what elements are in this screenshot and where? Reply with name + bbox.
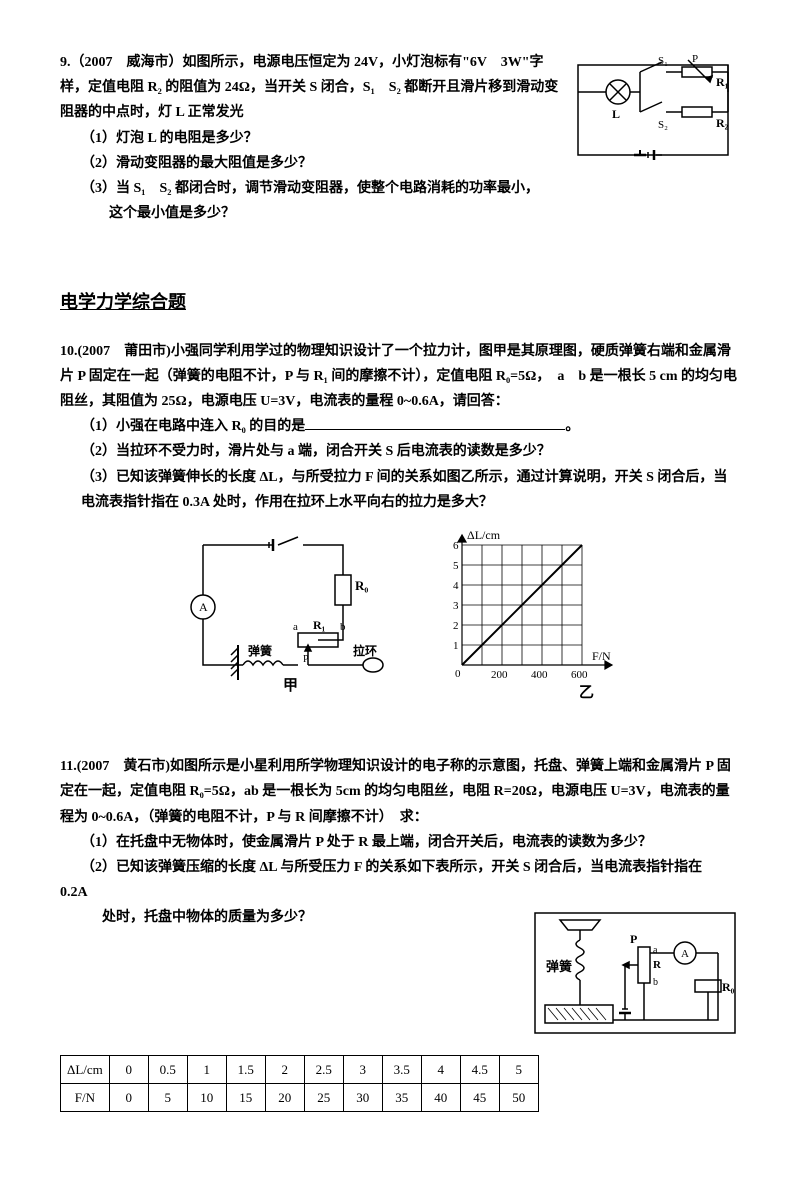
problem-10-head: 10.(2007 莆田市)小强同学利用学过的物理知识设计了一个拉力计，图甲是其原… — [60, 339, 740, 415]
svg-text:F/N: F/N — [592, 649, 611, 663]
svg-text:b: b — [340, 621, 346, 633]
svg-text:6: 6 — [453, 540, 459, 552]
problem-11-head: 11.(2007 黄石市)如图所示是小星利用所学物理知识设计的电子称的示意图，托… — [60, 754, 740, 830]
svg-text:乙: 乙 — [579, 685, 594, 701]
svg-text:b: b — [653, 977, 658, 988]
table-cell: 3.5 — [382, 1055, 421, 1083]
svg-text:200: 200 — [491, 669, 508, 681]
svg-text:R₀: R₀ — [722, 980, 735, 994]
svg-text:S₂: S₂ — [658, 119, 668, 131]
svg-text:L: L — [612, 107, 620, 121]
table-cell: 10 — [187, 1083, 226, 1111]
table-cell: F/N — [61, 1083, 110, 1111]
problem-10-figures: A R₀ a b R₁ P 弹簧 拉环 甲 — [60, 525, 740, 714]
table-cell: 1.5 — [226, 1055, 265, 1083]
svg-text:a: a — [293, 621, 298, 633]
svg-text:甲: 甲 — [283, 677, 298, 694]
table-cell: 4 — [421, 1055, 460, 1083]
table-cell: 3 — [343, 1055, 382, 1083]
table-cell: 30 — [343, 1083, 382, 1111]
table-cell: 2.5 — [304, 1055, 343, 1083]
table-cell: 2 — [265, 1055, 304, 1083]
problem-11-q1: （1）在托盘中无物体时，使金属滑片 P 处于 R 最上端，闭合开关后，电流表的读… — [60, 830, 740, 855]
table-cell: 25 — [304, 1083, 343, 1111]
table-cell: 20 — [265, 1083, 304, 1111]
period: 。 — [565, 419, 579, 434]
table-cell: 40 — [421, 1083, 460, 1111]
problem-11-table: ΔL/cm 0 0.5 1 1.5 2 2.5 3 3.5 4 4.5 5 F/… — [60, 1055, 539, 1113]
svg-text:R₀: R₀ — [355, 578, 368, 593]
table-cell: 1 — [187, 1055, 226, 1083]
problem-10-q1-text: （1）小强在电路中连入 R₀ 的目的是 — [81, 419, 305, 434]
svg-text:R₁: R₁ — [716, 75, 729, 89]
svg-text:P: P — [303, 654, 309, 665]
svg-text:S₁: S₁ — [658, 55, 668, 67]
table-cell: 0 — [109, 1083, 148, 1111]
svg-text:拉环: 拉环 — [353, 643, 377, 658]
problem-9-q3: （3）当 S₁ S₂ 都闭合时，调节滑动变阻器，使整个电路消耗的功率最小， — [60, 176, 740, 201]
problem-10-q3: （3）已知该弹簧伸长的长度 ΔL，与所受拉力 F 间的关系如图乙所示，通过计算说… — [60, 465, 740, 515]
table-cell: 5 — [148, 1083, 187, 1111]
problem-11-circuit: A P a b R R₀ 弹簧 — [530, 905, 740, 1054]
svg-text:400: 400 — [531, 669, 548, 681]
svg-text:R₁: R₁ — [313, 618, 326, 632]
table-cell: 5 — [499, 1055, 538, 1083]
table-cell: 0 — [109, 1055, 148, 1083]
problem-10-circuit: A R₀ a b R₁ P 弹簧 拉环 甲 — [173, 525, 403, 704]
problem-10-q1: （1）小强在电路中连入 R₀ 的目的是 。 — [60, 414, 740, 439]
svg-text:1: 1 — [453, 640, 459, 652]
svg-text:R: R — [653, 959, 662, 971]
svg-text:P: P — [630, 932, 637, 946]
table-cell: ΔL/cm — [61, 1055, 110, 1083]
table-cell: 0.5 — [148, 1055, 187, 1083]
problem-10: 10.(2007 莆田市)小强同学利用学过的物理知识设计了一个拉力计，图甲是其原… — [60, 339, 740, 715]
svg-text:a: a — [653, 945, 658, 956]
section-title: 电学力学综合题 — [60, 286, 740, 318]
svg-text:600: 600 — [571, 669, 588, 681]
svg-text:4: 4 — [453, 580, 459, 592]
problem-9-q3b: 这个最小值是多少？ — [60, 201, 740, 226]
problem-10-graph: ΔL/cm 1 2 3 4 5 6 200 400 600 F/N 乙 0 — [427, 525, 627, 714]
table-cell: 15 — [226, 1083, 265, 1111]
svg-text:A: A — [199, 600, 208, 614]
problem-11: 11.(2007 黄石市)如图所示是小星利用所学物理知识设计的电子称的示意图，托… — [60, 754, 740, 1112]
svg-text:R₂: R₂ — [716, 116, 729, 130]
problem-11-q2b: 0.2A — [60, 880, 740, 905]
table-row: F/N 0 5 10 15 20 25 30 35 40 45 50 — [61, 1083, 539, 1111]
table-cell: 4.5 — [460, 1055, 499, 1083]
svg-text:5: 5 — [453, 560, 459, 572]
table-cell: 35 — [382, 1083, 421, 1111]
blank-line — [305, 415, 565, 430]
problem-9: S₁ P R₁ S₂ R₂ L 9.（2007 威海市）如图所示，电源电压恒定为… — [60, 50, 740, 226]
problem-11-q2: （2）已知该弹簧压缩的长度 ΔL 与所受压力 F 的关系如下表所示，开关 S 闭… — [60, 855, 740, 880]
svg-text:ΔL/cm: ΔL/cm — [467, 528, 501, 542]
svg-text:3: 3 — [453, 600, 459, 612]
svg-text:2: 2 — [453, 620, 459, 632]
table-cell: 45 — [460, 1083, 499, 1111]
problem-10-q2: （2）当拉环不受力时，滑片处与 a 端，闭合开关 S 后电流表的读数是多少？ — [60, 439, 740, 464]
svg-text:0: 0 — [455, 668, 461, 680]
table-cell: 50 — [499, 1083, 538, 1111]
svg-text:弹簧: 弹簧 — [248, 643, 272, 658]
svg-text:弹簧: 弹簧 — [546, 959, 572, 974]
svg-text:A: A — [681, 948, 689, 960]
svg-text:P: P — [692, 53, 698, 65]
table-row: ΔL/cm 0 0.5 1 1.5 2 2.5 3 3.5 4 4.5 5 — [61, 1055, 539, 1083]
problem-9-circuit: S₁ P R₁ S₂ R₂ L — [570, 50, 740, 179]
